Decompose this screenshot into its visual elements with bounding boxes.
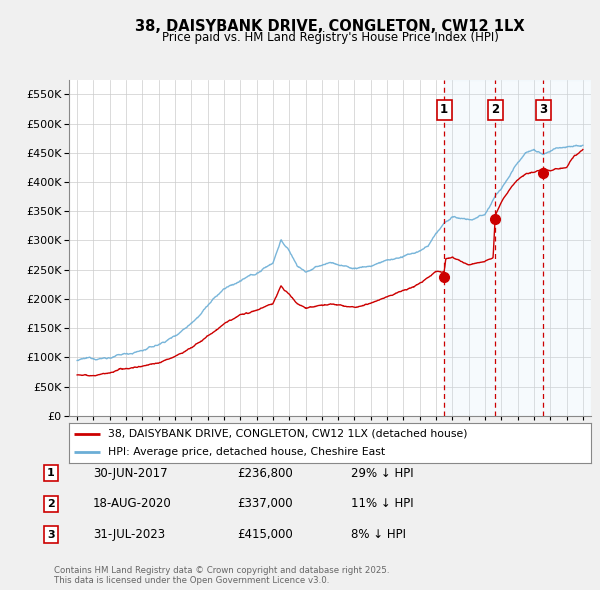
Text: HPI: Average price, detached house, Cheshire East: HPI: Average price, detached house, Ches… [108,447,385,457]
Text: 38, DAISYBANK DRIVE, CONGLETON, CW12 1LX: 38, DAISYBANK DRIVE, CONGLETON, CW12 1LX [135,19,525,34]
Text: £337,000: £337,000 [237,497,293,510]
Text: 3: 3 [47,530,55,539]
Text: 29% ↓ HPI: 29% ↓ HPI [351,467,413,480]
Text: 1: 1 [440,103,448,116]
Text: 18-AUG-2020: 18-AUG-2020 [93,497,172,510]
Text: 38, DAISYBANK DRIVE, CONGLETON, CW12 1LX (detached house): 38, DAISYBANK DRIVE, CONGLETON, CW12 1LX… [108,429,467,439]
Text: 2: 2 [491,103,499,116]
Text: 2: 2 [47,499,55,509]
Text: 3: 3 [539,103,547,116]
Text: 1: 1 [47,468,55,478]
Text: £415,000: £415,000 [237,528,293,541]
Text: Contains HM Land Registry data © Crown copyright and database right 2025.
This d: Contains HM Land Registry data © Crown c… [54,566,389,585]
Text: 30-JUN-2017: 30-JUN-2017 [93,467,167,480]
Text: Price paid vs. HM Land Registry's House Price Index (HPI): Price paid vs. HM Land Registry's House … [161,31,499,44]
Text: 8% ↓ HPI: 8% ↓ HPI [351,528,406,541]
Text: £236,800: £236,800 [237,467,293,480]
Text: 11% ↓ HPI: 11% ↓ HPI [351,497,413,510]
Bar [444,80,591,416]
Text: 31-JUL-2023: 31-JUL-2023 [93,528,165,541]
